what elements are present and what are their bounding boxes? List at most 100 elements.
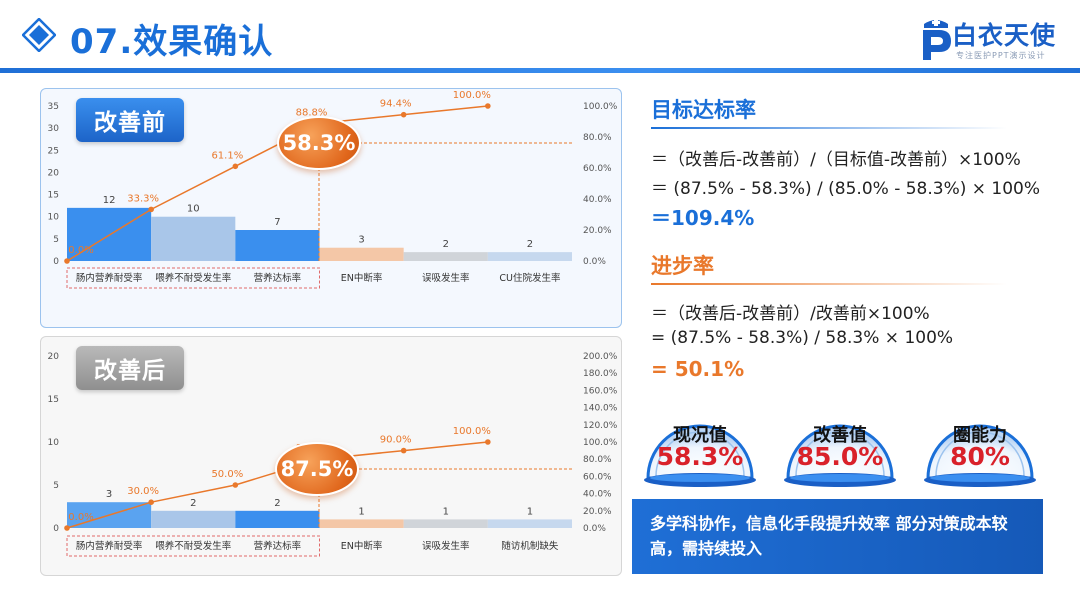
progress-rate-title: 进步率 — [651, 254, 714, 278]
cumulative-point — [232, 163, 239, 170]
bar — [487, 252, 572, 261]
bar — [235, 510, 320, 528]
dome-value: 85.0% — [796, 442, 884, 471]
category-label: EN中断率 — [341, 272, 383, 284]
diamond-icon — [22, 18, 56, 52]
y-tick-label: 20 — [48, 352, 60, 362]
y-tick-label: 30 — [48, 124, 60, 134]
y2-tick-label: 0.0% — [583, 257, 606, 267]
target-rate-underline — [651, 127, 1007, 129]
cumulative-label: 88.8% — [296, 107, 328, 118]
y2-tick-label: 80.0% — [583, 455, 612, 465]
dome-shape-icon — [924, 424, 1036, 487]
cumulative-label: 90.0% — [380, 435, 412, 446]
dome-value: 80% — [950, 442, 1010, 471]
y2-tick-label: 20.0% — [583, 226, 612, 236]
category-label: 误吸发生率 — [422, 540, 470, 552]
category-label: EN中断率 — [341, 540, 383, 552]
after-pareto-chart: 051015200.0%20.0%40.0%60.0%80.0%100.0%12… — [48, 352, 618, 557]
logo-text: 白衣天使 — [952, 21, 1057, 50]
bar-value-label: 2 — [527, 239, 533, 250]
circle-capability-dome: 圈能力 80% — [922, 398, 1038, 490]
progress-rate-underline — [651, 283, 1007, 285]
category-label: CU住院发生率 — [499, 272, 561, 284]
bar — [151, 216, 236, 261]
before-value-badge: 58.3% — [277, 116, 361, 170]
cumulative-label: 0.0% — [68, 512, 93, 523]
y-tick-label: 25 — [48, 146, 59, 156]
y2-tick-label: 200.0% — [583, 352, 618, 362]
dome-value: 58.3% — [656, 442, 744, 471]
cumulative-label: 61.1% — [211, 150, 243, 161]
target-formula-2: ＝ (87.5% - 58.3%) / (85.0% - 58.3%) × 10… — [651, 179, 1041, 199]
cumulative-label: 100.0% — [453, 90, 491, 101]
category-label: 随访机制缺失 — [501, 540, 559, 552]
cumulative-point — [485, 103, 491, 109]
y-tick-label: 20 — [48, 168, 60, 178]
improved-value-dome: 改善值 85.0% — [782, 398, 898, 490]
cumulative-point — [64, 525, 70, 531]
cumulative-label: 30.0% — [127, 486, 159, 497]
bar — [319, 519, 404, 528]
dome-label: 现况值 — [673, 425, 727, 446]
y2-tick-label: 120.0% — [583, 421, 618, 431]
bar-value-label: 12 — [103, 195, 116, 206]
bar-value-label: 2 — [190, 498, 196, 509]
before-pareto-chart: 051015202530350.0%20.0%40.0%60.0%80.0%10… — [48, 90, 618, 289]
y2-tick-label: 40.0% — [583, 490, 612, 500]
y-tick-label: 0 — [53, 257, 59, 267]
dome-label: 改善值 — [813, 425, 867, 446]
y2-tick-label: 40.0% — [583, 195, 612, 205]
bar-value-label: 2 — [443, 239, 449, 250]
after-tag: 改善后 — [76, 346, 184, 390]
cumulative-label: 0.0% — [68, 245, 93, 256]
cumulative-label: 50.0% — [211, 469, 243, 480]
header-divider — [0, 68, 1080, 73]
y-tick-label: 5 — [53, 481, 59, 491]
progress-formula-1: ＝（改善后-改善前）/改善前×100% — [651, 304, 930, 324]
after-value-badge: 87.5% — [275, 442, 359, 496]
bar-value-label: 3 — [358, 235, 364, 246]
bar-value-label: 1 — [443, 506, 449, 517]
nurse-cap-p-icon — [923, 19, 951, 60]
cumulative-label: 94.4% — [380, 99, 412, 110]
current-value-dome: 现况值 58.3% — [642, 398, 758, 490]
y-tick-label: 35 — [48, 102, 59, 112]
progress-formula-2: = (87.5% - 58.3%) / 58.3% × 100% — [651, 328, 954, 348]
y2-tick-label: 0.0% — [583, 524, 606, 534]
cumulative-point — [400, 447, 407, 454]
before-tag: 改善前 — [76, 98, 184, 142]
bar-value-label: 2 — [274, 498, 280, 509]
bar-value-label: 10 — [187, 204, 200, 215]
cumulative-point — [148, 499, 154, 506]
bar — [403, 519, 488, 528]
progress-result: = 50.1% — [651, 357, 745, 381]
target-result: ＝109.4% — [651, 206, 755, 230]
logo: 白衣天使 专注医护PPT演示设计 — [918, 14, 1068, 68]
dome-shape-icon — [644, 424, 756, 487]
bar — [403, 252, 488, 261]
cumulative-point — [232, 482, 239, 488]
cumulative-point — [148, 206, 154, 213]
target-rate-title: 目标达标率 — [651, 98, 756, 122]
summary-text: 多学科协作，信息化手段提升效率 部分对策成本较高，需持续投入 — [650, 514, 1008, 558]
y-tick-label: 15 — [48, 395, 59, 405]
category-label: 喂养不耐受发生率 — [155, 272, 232, 284]
y2-tick-label: 160.0% — [583, 386, 618, 396]
y-tick-label: 10 — [48, 213, 60, 223]
category-label: 肠内营养耐受率 — [76, 272, 143, 284]
y2-tick-label: 60.0% — [583, 472, 612, 482]
logo-subtitle: 专注医护PPT演示设计 — [956, 51, 1046, 60]
dome-label: 圈能力 — [953, 425, 1007, 446]
category-label: 肠内营养耐受率 — [76, 540, 143, 552]
bar-value-label: 7 — [274, 217, 280, 228]
header: 07.效果确认 白衣天使 专注医护PPT演示设计 — [0, 0, 1080, 74]
cumulative-label: 33.3% — [127, 193, 159, 204]
bar — [487, 519, 572, 528]
summary-box: 多学科协作，信息化手段提升效率 部分对策成本较高，需持续投入 — [632, 499, 1043, 574]
y-tick-label: 0 — [53, 524, 59, 534]
bar-value-label: 1 — [358, 506, 364, 517]
page-title: 07.效果确认 — [70, 22, 274, 62]
bar-value-label: 1 — [527, 506, 533, 517]
category-label: 营养达标率 — [254, 272, 302, 284]
